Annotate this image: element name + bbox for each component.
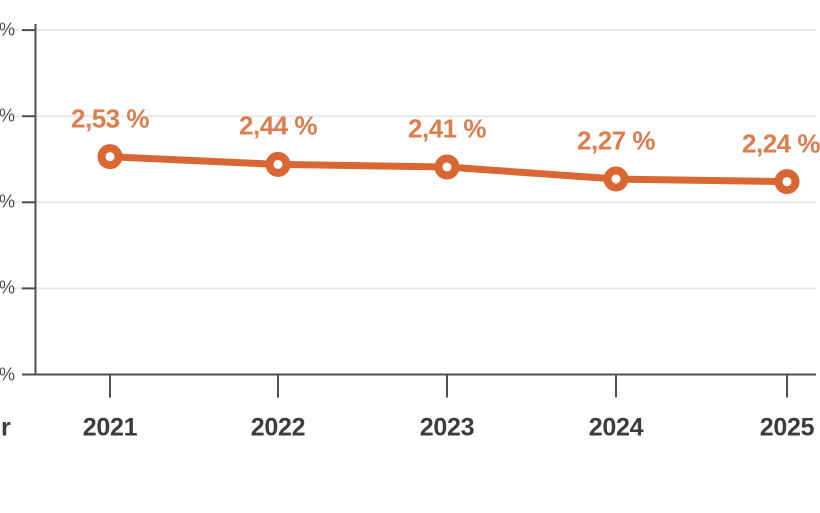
y-axis-tick-label: % [0,364,15,384]
data-point-label: 2,53 % [71,103,149,134]
x-axis-tick-label: 2023 [419,413,475,442]
data-point-label: 2,44 % [239,110,317,141]
y-axis-tick-label: % [0,191,15,212]
y-axis-tick-label: % [0,277,15,298]
x-axis-title-partial: r [1,413,11,442]
data-point-label: 2,27 % [577,125,655,156]
x-axis-tick-label: 2025 [759,413,815,442]
x-axis-tick-label: 2024 [588,413,644,442]
y-axis-tick-label: % [0,105,15,126]
data-point-label: 2,24 % [742,128,820,159]
data-point-marker[interactable] [434,154,460,180]
data-point-marker[interactable] [265,151,291,177]
y-axis-tick-label: % [0,19,15,40]
data-point-marker[interactable] [603,166,629,192]
data-point-marker[interactable] [97,144,123,170]
data-point-marker[interactable] [774,169,800,195]
data-point-label: 2,41 % [408,113,486,144]
x-axis-tick-label: 2021 [82,413,138,442]
x-axis-tick-label: 2022 [250,413,306,442]
